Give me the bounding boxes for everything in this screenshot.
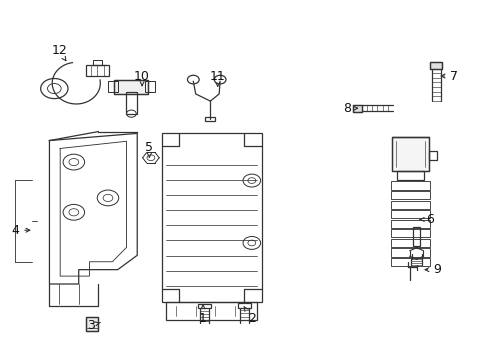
Bar xyxy=(86,64,109,76)
Bar xyxy=(429,62,441,69)
Bar xyxy=(390,210,429,218)
Bar xyxy=(108,81,118,92)
Text: 10: 10 xyxy=(134,69,150,86)
Bar xyxy=(390,181,429,190)
Bar xyxy=(427,151,436,160)
Bar xyxy=(429,62,441,69)
Text: 3: 3 xyxy=(87,319,100,332)
Text: 8: 8 xyxy=(342,102,357,115)
Text: 2: 2 xyxy=(244,306,255,325)
Bar xyxy=(205,117,215,121)
Bar xyxy=(390,220,429,228)
Bar xyxy=(161,134,261,302)
Bar xyxy=(412,226,419,246)
Bar xyxy=(145,81,155,92)
Bar xyxy=(352,105,361,112)
Text: 1: 1 xyxy=(199,305,206,325)
Text: 11: 11 xyxy=(209,69,225,86)
Bar xyxy=(238,303,250,308)
Bar xyxy=(198,304,210,309)
Bar xyxy=(125,92,137,114)
Bar xyxy=(390,229,429,237)
Bar xyxy=(166,302,256,320)
Bar xyxy=(114,80,148,94)
Text: 9: 9 xyxy=(424,263,440,276)
Bar xyxy=(391,137,427,171)
Bar xyxy=(390,258,429,266)
Text: 4: 4 xyxy=(11,224,30,237)
Bar xyxy=(390,239,429,247)
Bar xyxy=(390,248,429,257)
Bar xyxy=(93,60,102,64)
Bar xyxy=(114,80,148,94)
Text: 7: 7 xyxy=(440,69,457,82)
Bar xyxy=(396,171,423,180)
Text: 6: 6 xyxy=(419,213,433,226)
Bar xyxy=(86,317,98,330)
Text: 5: 5 xyxy=(145,141,153,157)
Bar xyxy=(86,317,98,330)
Bar xyxy=(391,137,427,171)
Bar xyxy=(352,105,361,112)
Bar xyxy=(390,191,429,199)
Text: 12: 12 xyxy=(51,44,67,61)
Bar xyxy=(390,201,429,209)
